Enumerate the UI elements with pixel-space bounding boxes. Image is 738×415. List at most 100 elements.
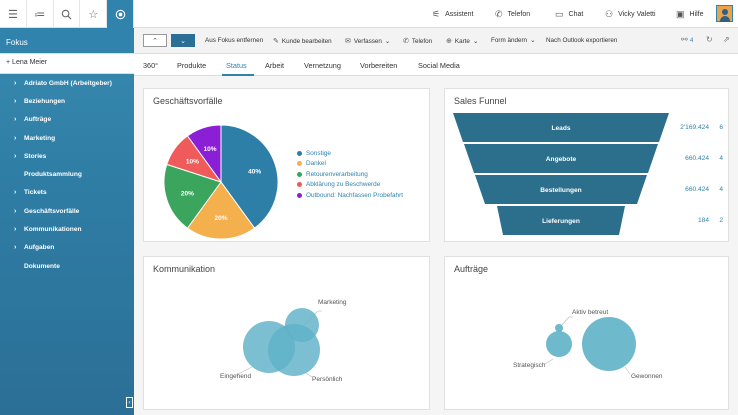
pie-value-label: 20% [181, 190, 194, 197]
compose-menu[interactable]: ✉ Verfassen ⌄ [345, 37, 390, 46]
funnel-stage-label: Bestellungen [540, 187, 581, 194]
chevron-down-icon: ⌄ [180, 37, 186, 45]
expand-up-button[interactable]: ⌃ [143, 34, 167, 47]
menu-icon[interactable]: ☰ [0, 0, 27, 28]
legend-item[interactable]: Retourenverarbeitung [297, 169, 403, 180]
edit-customer-button[interactable]: ✎ Kunde bearbeiten [273, 37, 332, 46]
funnel-count: 2 [719, 216, 723, 224]
pie-slice[interactable] [186, 124, 222, 184]
funnel-count: 6 [719, 123, 723, 131]
chevron-right-icon: › [14, 244, 17, 252]
chevron-right-icon: › [14, 116, 17, 124]
pie-slice[interactable] [186, 181, 256, 240]
communication-panel: Kommunikation Marketing Eingehend Persön… [143, 256, 430, 410]
phone-action-button[interactable]: ✆ Telefon [403, 37, 433, 46]
chevron-down-icon: ⌄ [530, 37, 536, 44]
sidebar-item[interactable]: › Kommunikationen [0, 220, 134, 238]
funnel-chart: Leads Angebote Bestellungen Lieferungen [453, 113, 669, 235]
funnel-amount: 660.424 [685, 154, 709, 162]
tab-status[interactable]: Status [226, 61, 247, 70]
sidebar-item[interactable]: › Beziehungen [0, 92, 134, 110]
chevron-right-icon: › [14, 207, 17, 215]
bubble-label: Marketing [318, 299, 347, 306]
chat-button[interactable]: ▭ Chat [555, 9, 583, 20]
bubble-persoenlich[interactable] [268, 324, 320, 376]
star-icon[interactable]: ☆ [80, 0, 108, 28]
tab-360[interactable]: 360° [143, 61, 159, 70]
legend-item[interactable]: Abklärung zu Beschwerde [297, 180, 403, 191]
sales-funnel-panel: Sales Funnel Leads Angebote Bestellungen Li… [444, 88, 729, 242]
link-button[interactable]: ⚯ 4 [681, 35, 693, 44]
sidebar-item[interactable]: › Aufträge [0, 111, 134, 129]
assistant-button[interactable]: ⚟ Assistent [432, 9, 473, 20]
wand-icon: ⚟ [432, 9, 441, 19]
help-label: Hilfe [689, 11, 704, 18]
legend-item[interactable]: Outbound: Nachfassen Probefahrt [297, 190, 403, 201]
edit-customer-label: Kunde bearbeiten [281, 37, 332, 45]
sidebar-item[interactable]: › Tickets [0, 184, 134, 202]
phone-button[interactable]: ✆ Telefon [495, 9, 530, 20]
tab-arbeit[interactable]: Arbeit [265, 61, 285, 70]
tab-social-media[interactable]: Social Media [418, 61, 460, 70]
bubble-aktiv-betreut[interactable] [555, 324, 563, 332]
sidebar-item[interactable]: › Stories [0, 147, 134, 165]
pie-value-label: 10% [204, 146, 217, 153]
legend-swatch [297, 192, 302, 198]
funnel-stage[interactable] [453, 113, 669, 142]
remove-focus-button[interactable]: Aus Fokus entfernen [205, 37, 263, 44]
export-outlook-button[interactable]: Nach Outlook exportieren [546, 37, 617, 44]
change-form-label: Form ändern [491, 37, 528, 44]
map-menu[interactable]: ⊕ Karte ⌄ [446, 37, 478, 46]
focus-person[interactable]: + Lena Meier [0, 54, 134, 74]
panel-title: Kommunikation [153, 264, 216, 274]
pencil-icon: ✎ [273, 38, 279, 45]
active-tab-indicator [222, 74, 254, 76]
funnel-stage[interactable] [497, 206, 625, 235]
top-bar: ⚟ Assistent ✆ Telefon ▭ Chat ⚇ Vicky Valetti… [134, 0, 738, 28]
phone-action-label: Telefon [411, 37, 433, 45]
pie-slice[interactable] [163, 163, 222, 229]
funnel-stage[interactable] [475, 175, 647, 204]
legend-swatch [297, 182, 302, 188]
compose-label: Verfassen [353, 37, 382, 45]
pie-slice[interactable] [220, 124, 279, 229]
legend-label: Outbound: Nachfassen Probefahrt [306, 191, 403, 199]
tab-vorbereiten[interactable]: Vorbereiten [360, 61, 398, 70]
chevron-right-icon: › [14, 226, 17, 234]
help-button[interactable]: ▣ Hilfe [676, 9, 704, 20]
pie-chart: 40% 20% 20% 10% 10% [163, 124, 279, 240]
globe-icon: ⊕ [446, 38, 452, 45]
sidebar-item[interactable]: › Marketing [0, 129, 134, 147]
tab-vernetzung[interactable]: Vernetzung [304, 61, 341, 70]
legend-item[interactable]: Sonstige [297, 148, 403, 159]
sidebar-item[interactable]: Dokumente [0, 257, 134, 275]
legend-item[interactable]: Dankel [297, 159, 403, 170]
focus-icon[interactable] [107, 0, 134, 28]
sidebar-item[interactable]: › Aufgaben [0, 239, 134, 257]
leader-line [624, 366, 631, 375]
user-menu[interactable]: ⚇ Vicky Valetti [605, 9, 656, 20]
business-cases-panel: Geschäftsvorfälle 40% 20% 20% 10% 10% Sonsti… [143, 88, 430, 242]
bubble-label: Eingehend [220, 373, 251, 380]
tab-produkte[interactable]: Produkte [177, 61, 207, 70]
avatar[interactable] [716, 5, 733, 22]
sidebar-item[interactable]: Produktsammlung [0, 165, 134, 183]
leader-line [305, 372, 313, 378]
funnel-stage[interactable] [464, 144, 658, 173]
list-icon[interactable]: ≔ [27, 0, 54, 28]
sidebar-item-label: Aufträge [24, 116, 52, 124]
sidebar-item-label: Adriato GmbH (Arbeitgeber) [24, 79, 112, 87]
bubble-strategisch[interactable] [546, 331, 572, 357]
refresh-button[interactable]: ↻ [706, 35, 713, 44]
expand-down-button[interactable]: ⌄ [171, 34, 195, 47]
collapse-sidebar-button[interactable]: ‹ [126, 397, 133, 408]
sidebar-item[interactable]: › Adriato GmbH (Arbeitgeber) [0, 74, 134, 92]
remove-focus-label: Aus Fokus entfernen [205, 37, 264, 44]
search-icon[interactable] [54, 0, 81, 28]
bubble-gewonnen[interactable] [582, 317, 636, 371]
sidebar-item[interactable]: › Geschäftsvorfälle [0, 202, 134, 220]
open-external-button[interactable]: ⇗ [723, 35, 730, 44]
change-form-menu[interactable]: Form ändern ⌄ [491, 37, 535, 44]
legend-label: Abklärung zu Beschwerde [306, 181, 381, 189]
export-outlook-label: Nach Outlook exportieren [546, 37, 618, 44]
